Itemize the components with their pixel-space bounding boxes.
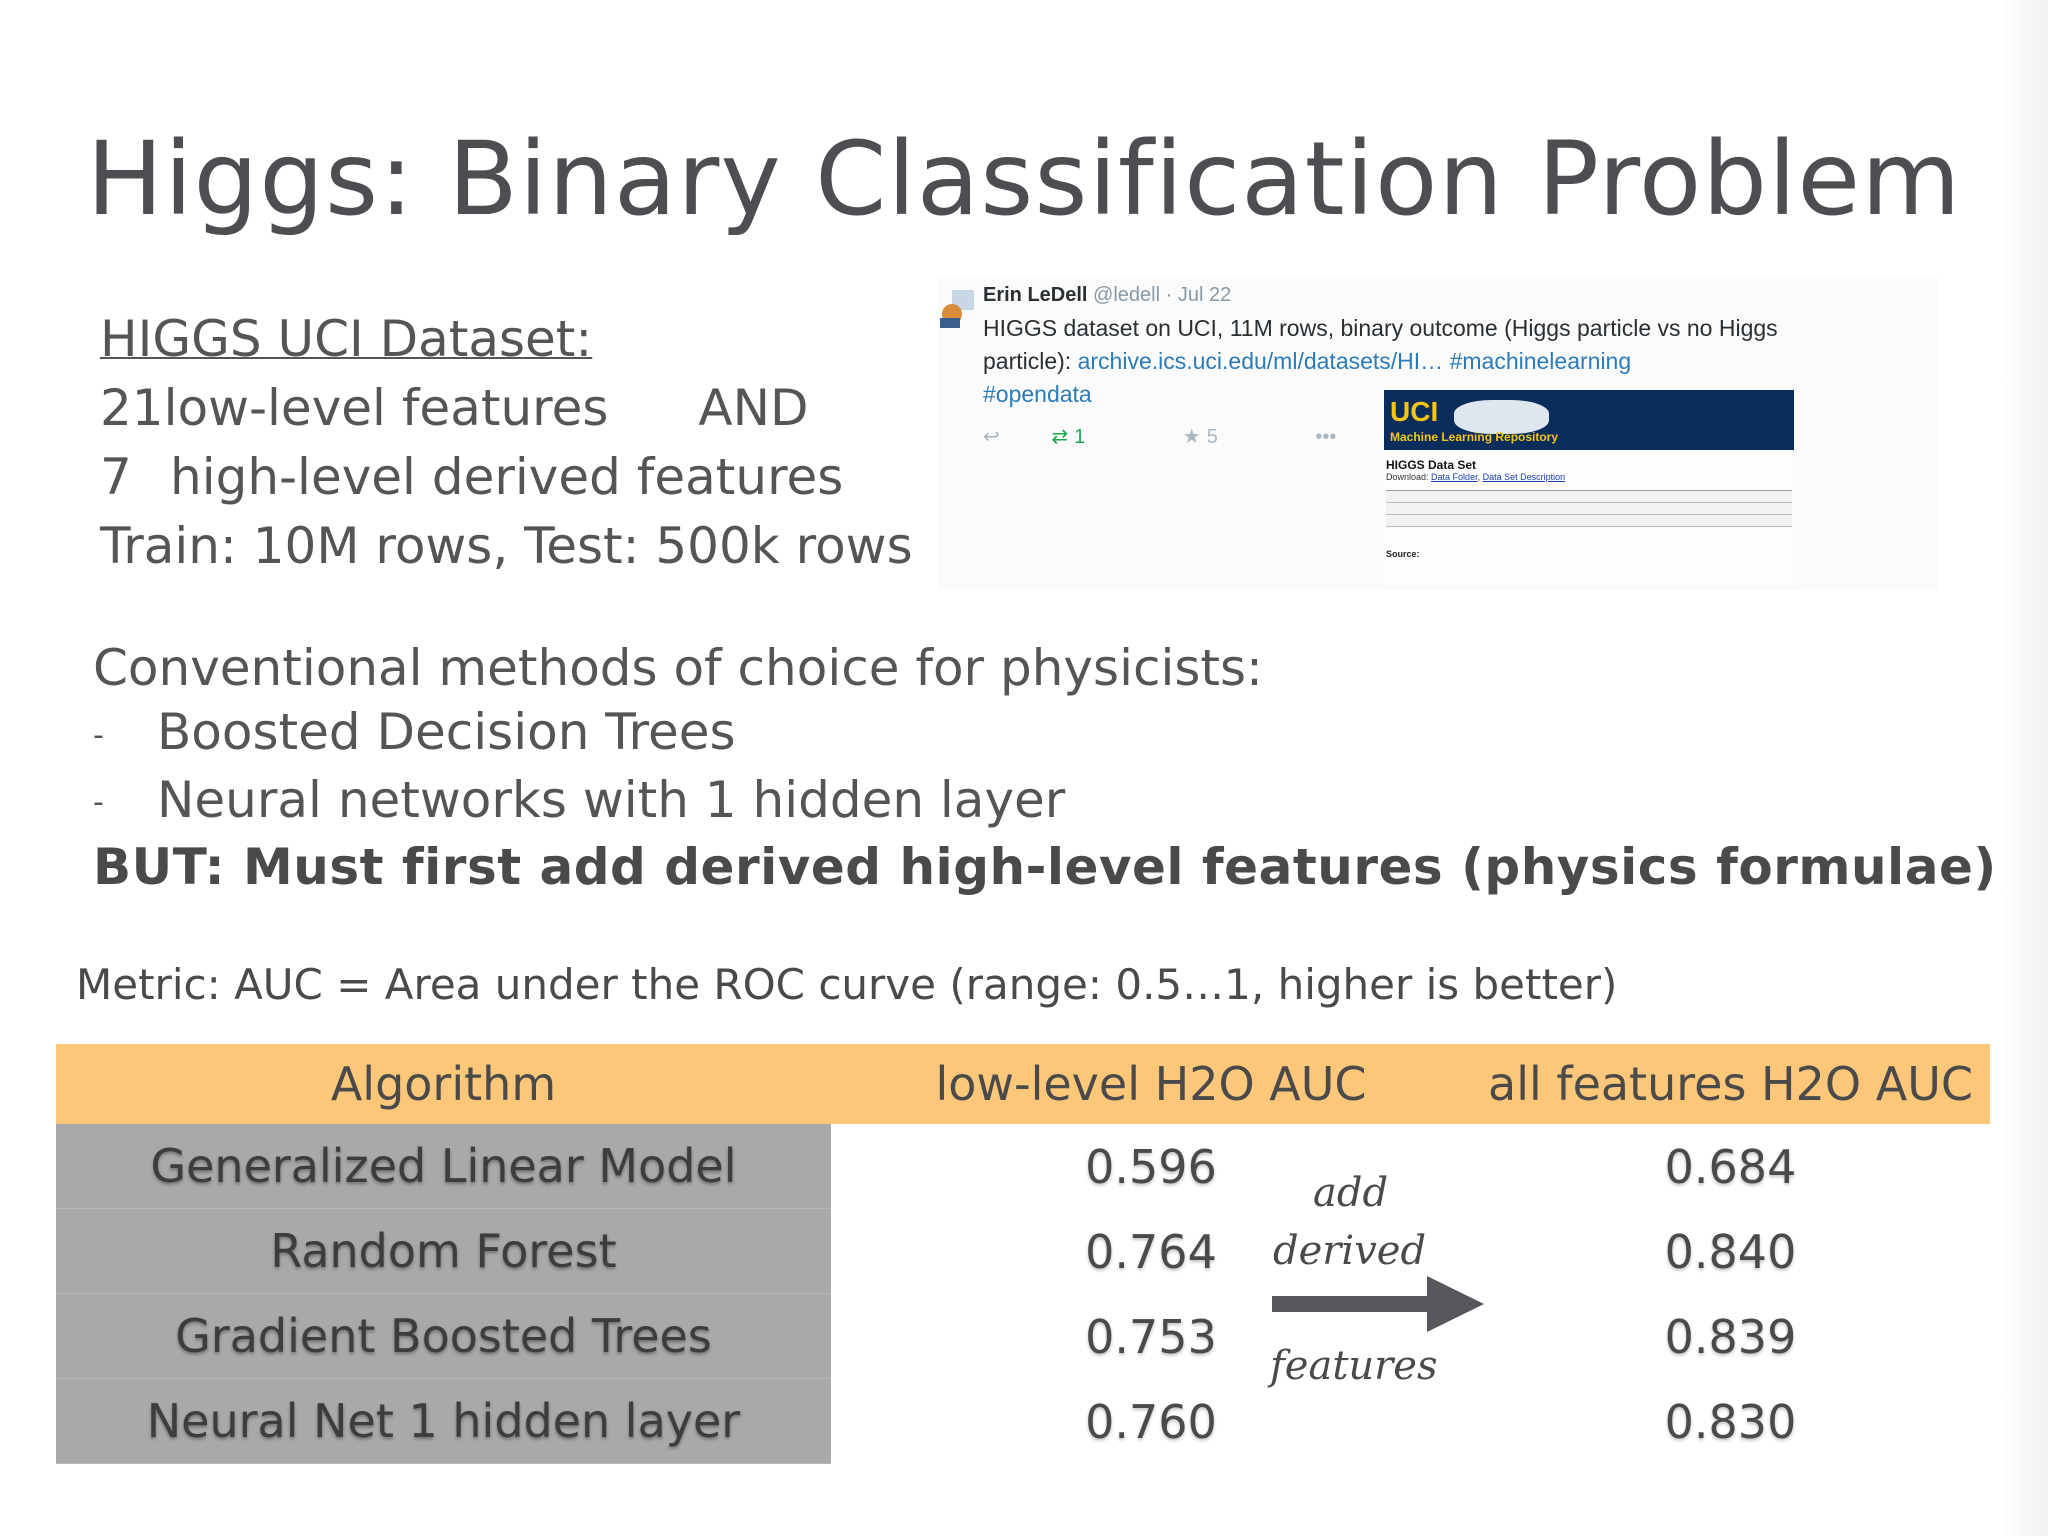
low-level-auc-cell: 0.596 <box>1085 1139 1217 1194</box>
low-level-auc-cell: 0.764 <box>1085 1224 1217 1279</box>
algorithm-cell: Neural Net 1 hidden layer <box>56 1379 831 1464</box>
low-level-text: low-level features <box>163 379 609 437</box>
dataset-line-high-level: 7 high-level derived features <box>100 443 913 512</box>
tweet-hashtag-opendata[interactable]: #opendata <box>983 381 1092 407</box>
dataset-line-low-level: 21low-level features AND <box>100 374 913 443</box>
tweet-screenshot: Erin LeDell @ledell · Jul 22 HIGGS datas… <box>938 278 1938 590</box>
tweet-author[interactable]: Erin LeDell <box>983 284 1088 306</box>
tweet-handle[interactable]: @ledell <box>1093 284 1161 306</box>
algorithm-cell: Generalized Linear Model <box>56 1124 831 1209</box>
uci-table-row <box>1386 491 1792 503</box>
favorite-count: 5 <box>1206 426 1218 448</box>
tweet-body: HIGGS dataset on UCI, 11M rows, binary o… <box>983 312 1813 411</box>
reply-icon[interactable]: ↩ <box>983 426 1000 448</box>
all-features-auc-cell: 0.684 <box>1664 1139 1797 1194</box>
header-all-features-auc: all features H2O AUC <box>1488 1057 1973 1111</box>
low-level-count: 21 <box>100 379 164 437</box>
retweet-action[interactable]: ⇄ 1 <box>1051 424 1131 449</box>
methods-bullet: - Neural networks with 1 hidden layer <box>93 768 1997 836</box>
annotation-features: features <box>1270 1343 1438 1389</box>
right-arrow-icon <box>1272 1276 1484 1332</box>
high-level-count: 7 <box>100 448 132 506</box>
anteater-logo-icon <box>1454 400 1549 434</box>
algorithm-cell: Random Forest <box>56 1209 831 1294</box>
low-level-auc-cell: 0.753 <box>1085 1309 1217 1364</box>
uci-download-label: Download: <box>1386 472 1429 482</box>
annotation-add: add <box>1313 1170 1389 1216</box>
bullet-text: Boosted Decision Trees <box>157 703 736 761</box>
high-level-text: high-level derived features <box>170 448 844 506</box>
dataset-description: HIGGS UCI Dataset: 21low-level features A… <box>100 305 913 581</box>
tweet-link[interactable]: archive.ics.uci.edu/ml/datasets/HI… <box>1077 348 1444 374</box>
methods-section: Conventional methods of choice for physi… <box>93 636 1997 899</box>
uci-attributes-table <box>1386 490 1792 539</box>
tweet-dot: · <box>1165 284 1173 306</box>
retweet-icon: ⇄ <box>1051 426 1069 448</box>
results-table: Algorithm low-level H2O AUC all features… <box>56 1044 1990 1464</box>
uci-download-line: Download: Data Folder, Data Set Descript… <box>1386 472 1566 482</box>
uci-dataset-screenshot: UCI Machine Learning Repository HIGGS Da… <box>1384 390 1794 585</box>
table-row: Gradient Boosted Trees 0.753 0.839 <box>56 1294 1990 1379</box>
table-row: Neural Net 1 hidden layer 0.760 0.830 <box>56 1379 1990 1464</box>
all-features-auc-cell: 0.840 <box>1664 1224 1797 1279</box>
metric-description: Metric: AUC = Area under the ROC curve (… <box>76 960 1618 1009</box>
all-features-auc-cell: 0.839 <box>1664 1309 1797 1364</box>
tweet-text: HIGGS dataset on UCI, 11M rows, binary o… <box>983 315 1778 374</box>
dataset-heading: HIGGS UCI Dataset: <box>100 310 593 368</box>
table-row: Generalized Linear Model 0.596 0.684 <box>56 1124 1990 1209</box>
header-low-level-auc: low-level H2O AUC <box>935 1057 1367 1111</box>
more-icon[interactable]: ••• <box>1315 426 1337 448</box>
methods-intro: Conventional methods of choice for physi… <box>93 639 1263 697</box>
uci-description-link[interactable]: Data Set Description <box>1482 472 1566 482</box>
header-algorithm: Algorithm <box>330 1057 557 1111</box>
low-level-auc-cell: 0.760 <box>1085 1394 1217 1449</box>
retweet-count: 1 <box>1074 426 1086 448</box>
bullet-marker: - <box>93 717 104 753</box>
uci-data-folder-link[interactable]: Data Folder <box>1431 472 1478 482</box>
dataset-split: Train: 10M rows, Test: 500k rows <box>100 517 913 575</box>
uci-dataset-name: HIGGS Data Set <box>1386 458 1477 472</box>
table-row: Random Forest 0.764 0.840 <box>56 1209 1990 1294</box>
uci-source-label: Source: <box>1386 549 1420 559</box>
tweet-header: Erin LeDell @ledell · Jul 22 <box>983 284 1231 307</box>
slide-title: Higgs: Binary Classification Problem <box>86 120 1962 239</box>
algorithm-cell: Gradient Boosted Trees <box>56 1294 831 1379</box>
tweet-date[interactable]: Jul 22 <box>1177 284 1232 306</box>
uci-banner: UCI Machine Learning Repository <box>1384 390 1794 450</box>
favorite-action[interactable]: ★ 5 <box>1183 424 1264 449</box>
and-label: AND <box>698 379 809 437</box>
uci-table-row <box>1386 503 1792 515</box>
uci-table-row <box>1386 515 1792 527</box>
avatar <box>940 290 974 328</box>
star-icon: ★ <box>1182 426 1201 448</box>
annotation-derived: derived <box>1273 1228 1427 1274</box>
table-header: Algorithm low-level H2O AUC all features… <box>56 1044 1990 1124</box>
all-features-auc-cell: 0.830 <box>1664 1394 1797 1449</box>
but-statement: BUT: Must first add derived high-level f… <box>93 838 1997 896</box>
uci-repo-name: Machine Learning Repository <box>1390 430 1559 444</box>
slide-edge-shade <box>1998 0 2048 1536</box>
tweet-actions: ↩ ⇄ 1 ★ 5 ••• <box>983 424 1382 449</box>
uci-logo: UCI <box>1390 396 1439 427</box>
methods-bullet: - Boosted Decision Trees <box>93 700 1997 768</box>
bullet-text: Neural networks with 1 hidden layer <box>157 770 1066 829</box>
bullet-marker: - <box>93 785 104 820</box>
tweet-hashtag-machinelearning[interactable]: #machinelearning <box>1449 348 1632 374</box>
